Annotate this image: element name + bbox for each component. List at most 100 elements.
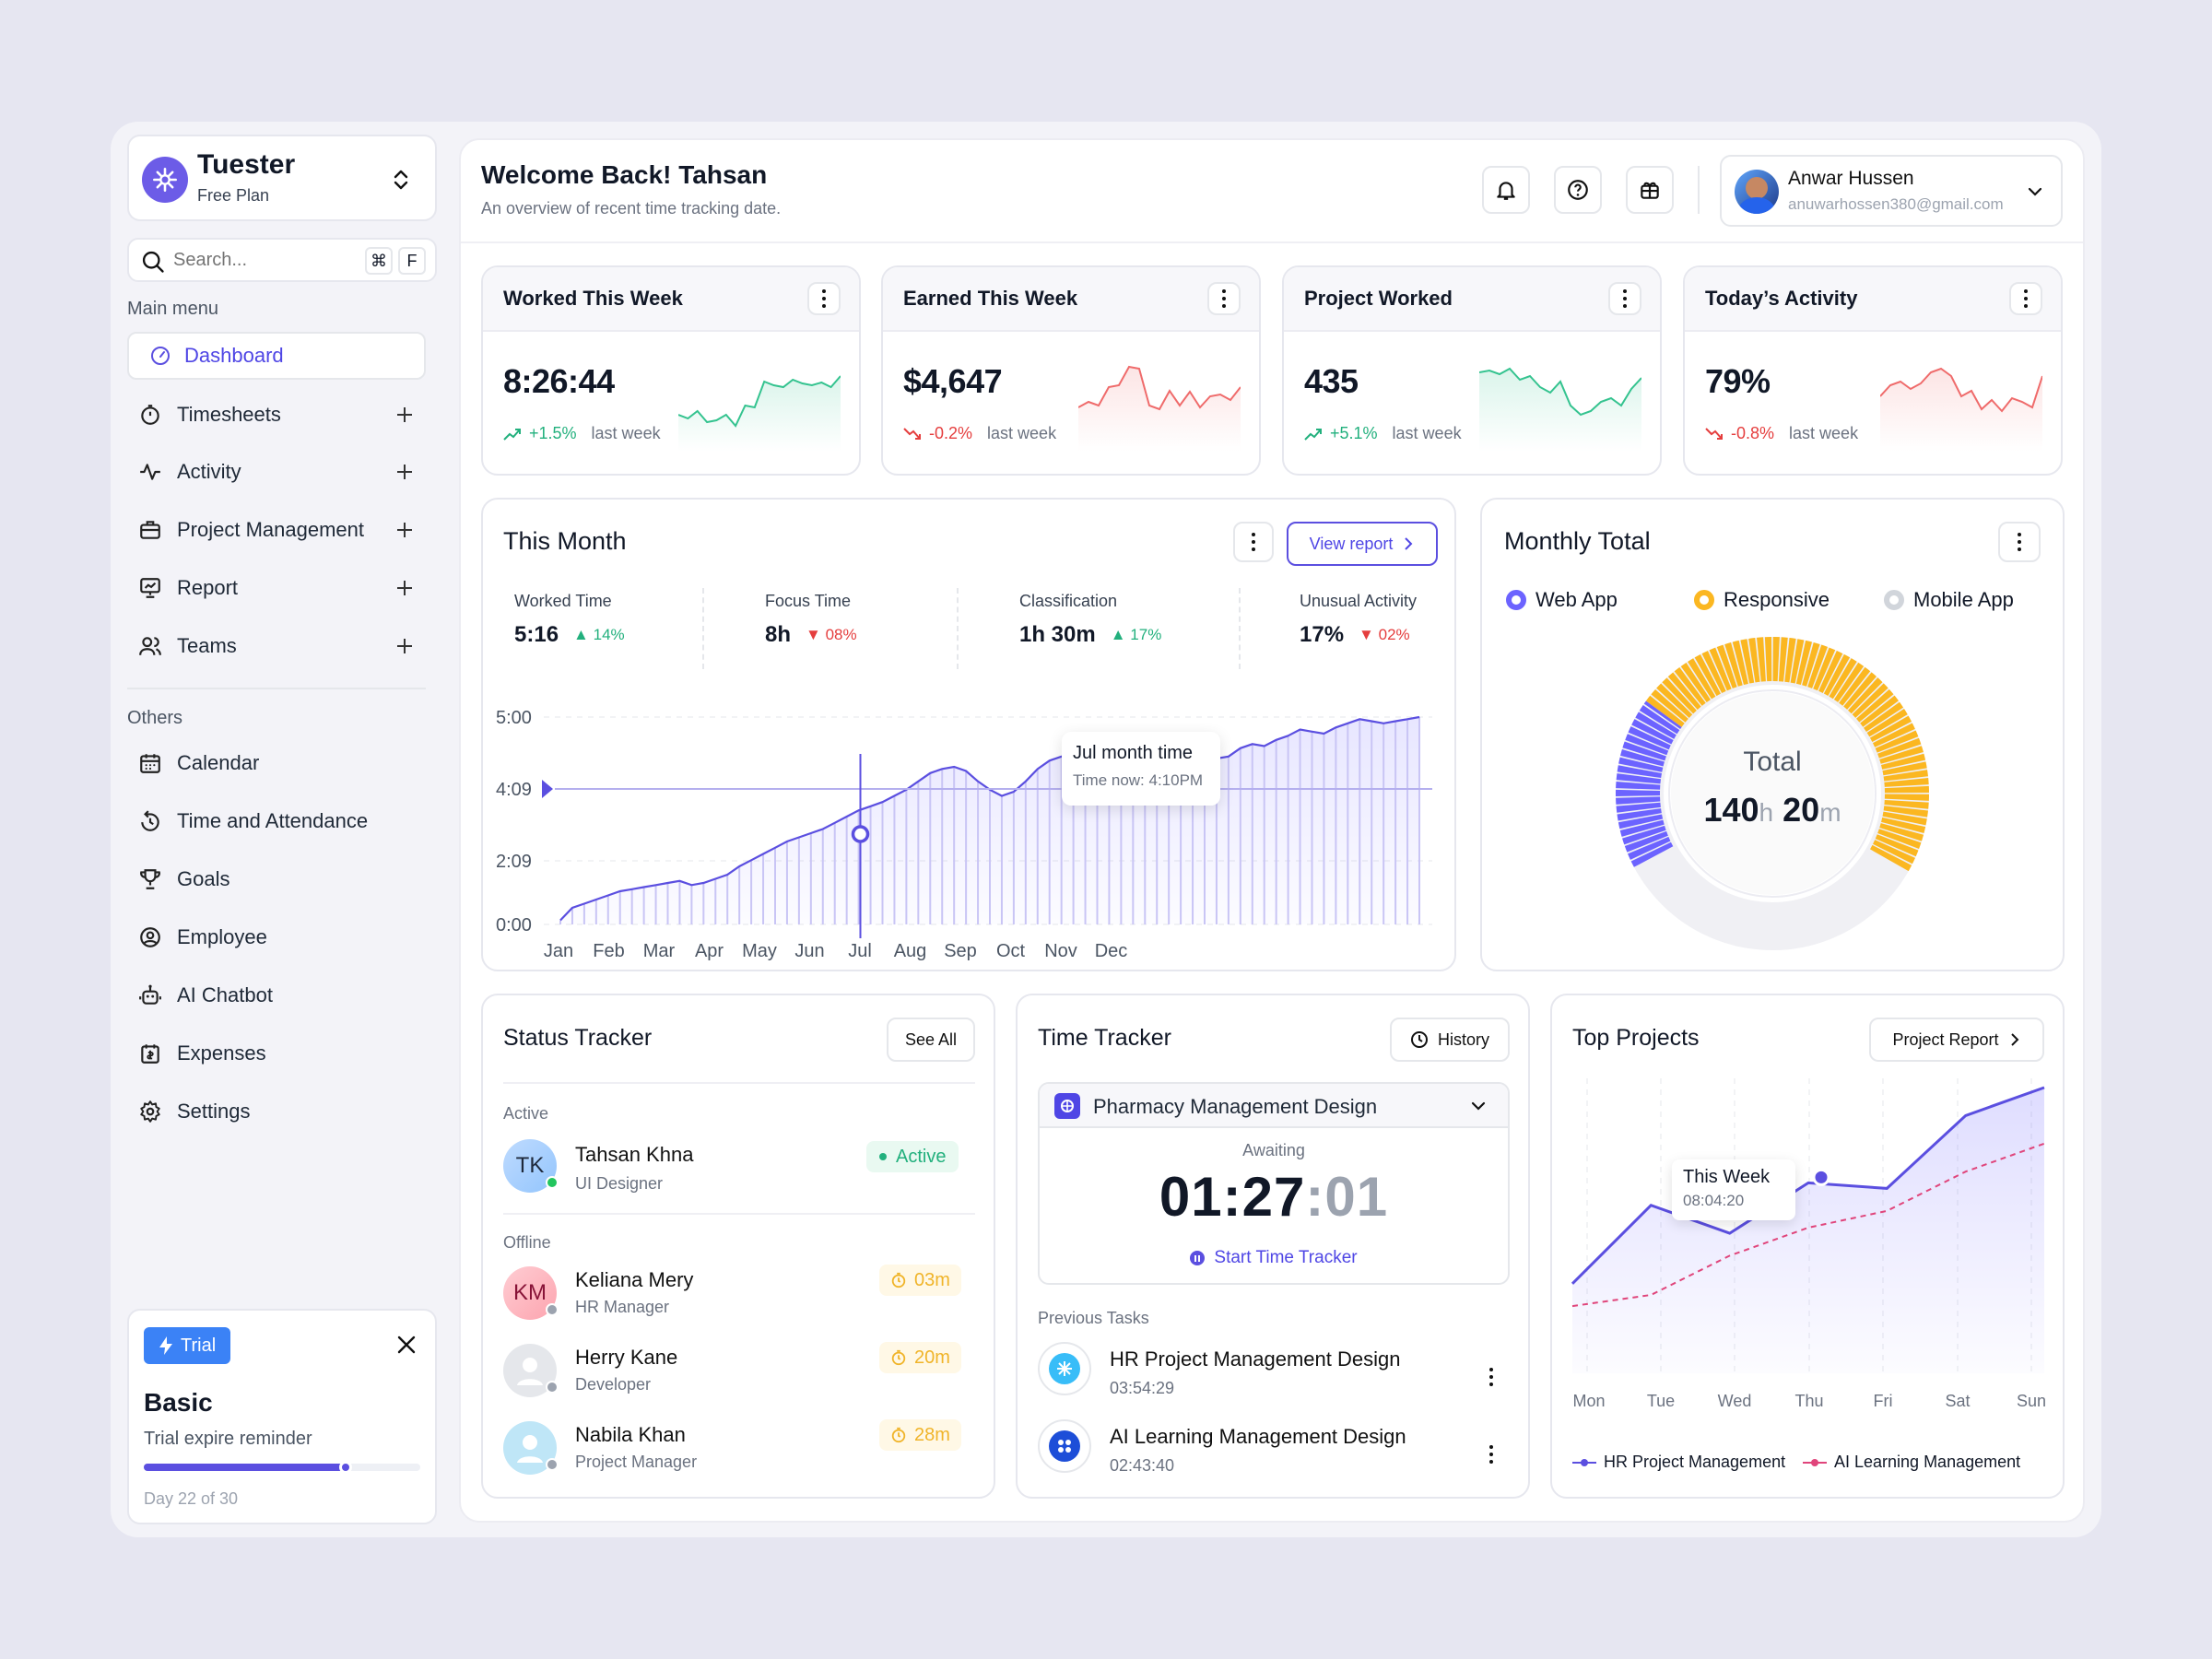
sidebar-item-activity[interactable]: Activity bbox=[136, 448, 424, 496]
sidebar-item-timesheets[interactable]: Timesheets bbox=[136, 391, 424, 439]
series-line-hr-project bbox=[1571, 1086, 2045, 1285]
donut-segment bbox=[1656, 683, 1693, 718]
timer-icon bbox=[891, 1349, 906, 1366]
metric-label: Focus Time bbox=[765, 592, 852, 610]
sidebar-item-teams[interactable]: Teams bbox=[136, 622, 424, 670]
plus-icon[interactable] bbox=[394, 462, 415, 482]
legend-responsive[interactable]: Responsive bbox=[1694, 588, 1830, 612]
more-icon[interactable] bbox=[1608, 282, 1641, 315]
donut-segment bbox=[1616, 773, 1662, 784]
sidebar-item-label: Project Management bbox=[177, 518, 364, 541]
see-all-button[interactable]: See All bbox=[887, 1018, 975, 1062]
x-tick-label: Jun bbox=[794, 941, 824, 961]
donut-segment bbox=[1839, 666, 1871, 706]
donut-segment bbox=[1616, 781, 1661, 790]
sparkline bbox=[1479, 367, 1641, 452]
sidebar-item-dashboard[interactable]: Dashboard bbox=[127, 332, 426, 380]
offline-section-label: Offline bbox=[503, 1233, 551, 1252]
avatar bbox=[1735, 170, 1779, 214]
sidebar-item-calendar[interactable]: Calendar bbox=[136, 739, 424, 787]
plus-icon[interactable] bbox=[394, 578, 415, 598]
sparkline-line bbox=[1880, 367, 2042, 413]
sidebar-item-label: AI Chatbot bbox=[177, 983, 273, 1006]
stat-card-earned: Earned This Week $4,647 -0.2% last week bbox=[881, 265, 1261, 476]
user-menu[interactable]: Anwar Hussen anuwarhossen380@gmail.com bbox=[1720, 155, 2063, 227]
x-tick-label: Sun bbox=[2017, 1392, 2046, 1410]
stat-title: Earned This Week bbox=[903, 287, 1078, 310]
donut-segment bbox=[1872, 723, 1915, 747]
time-tracker-card: Time Tracker History Pharmacy Management… bbox=[1016, 994, 1530, 1499]
project-report-label: Project Report bbox=[1892, 1030, 1999, 1049]
gift-icon bbox=[1641, 182, 1659, 199]
sidebar-item-employee[interactable]: Employee bbox=[136, 913, 424, 961]
chart-tooltip: This Week 08:04:20 bbox=[1672, 1159, 1795, 1220]
area-fill bbox=[1572, 1088, 2044, 1373]
metric-divider bbox=[702, 588, 704, 669]
x-tick-label: Wed bbox=[1718, 1392, 1752, 1410]
start-tracker-button[interactable]: Start Time Tracker bbox=[1040, 1248, 1508, 1268]
more-icon[interactable] bbox=[1207, 282, 1241, 315]
notifications-button[interactable] bbox=[1482, 166, 1530, 214]
timer-status: Awaiting bbox=[1242, 1141, 1305, 1159]
sidebar-item-ai-chatbot[interactable]: AI Chatbot bbox=[136, 971, 424, 1019]
avatar-initials: TK bbox=[515, 1153, 545, 1178]
plus-icon[interactable] bbox=[394, 405, 415, 425]
sidebar-item-settings[interactable]: Settings bbox=[136, 1088, 424, 1135]
donut-segment bbox=[1680, 662, 1711, 702]
pulse-icon bbox=[136, 458, 164, 486]
stat-change: -0.8% bbox=[1731, 424, 1775, 442]
minutes-unit: m bbox=[1819, 798, 1841, 827]
y-tick-label: 0:00 bbox=[496, 915, 532, 935]
close-icon[interactable] bbox=[396, 1335, 417, 1355]
task-more-icon[interactable] bbox=[1482, 1364, 1500, 1390]
search-input[interactable] bbox=[173, 247, 339, 273]
reference-marker-icon bbox=[542, 780, 553, 798]
donut-segment bbox=[1740, 639, 1755, 684]
sidebar-item-time-and-attendance[interactable]: Time and Attendance bbox=[136, 797, 424, 845]
trend-down-icon bbox=[1705, 427, 1723, 440]
sidebar-item-project-management[interactable]: Project Management bbox=[136, 506, 424, 554]
search-box[interactable]: ⌘ F bbox=[127, 238, 437, 282]
sparkline-area bbox=[678, 376, 841, 452]
task-more-icon[interactable] bbox=[1482, 1441, 1500, 1467]
more-icon[interactable] bbox=[1998, 522, 2041, 562]
donut-segment bbox=[1732, 640, 1748, 686]
view-report-button[interactable]: View report bbox=[1287, 522, 1438, 566]
gift-button[interactable] bbox=[1626, 166, 1674, 214]
donut-segment bbox=[1667, 672, 1701, 710]
user-placeholder-icon bbox=[517, 1435, 543, 1463]
plus-icon[interactable] bbox=[394, 520, 415, 540]
donut-segment bbox=[1848, 677, 1883, 714]
sidebar-item-label: Expenses bbox=[177, 1041, 266, 1065]
card-title: Top Projects bbox=[1572, 1025, 1700, 1051]
legend-web-app[interactable]: Web App bbox=[1506, 588, 1618, 612]
tooltip-subtitle: Time now: 4:10PM bbox=[1073, 771, 1204, 789]
radio-icon bbox=[1694, 590, 1714, 610]
metric-change-value: 02% bbox=[1378, 626, 1410, 643]
project-select[interactable]: Pharmacy Management Design bbox=[1040, 1084, 1508, 1128]
highlight-point bbox=[851, 825, 870, 843]
donut-segment bbox=[1852, 683, 1888, 718]
dashboard-icon bbox=[151, 347, 170, 365]
more-icon[interactable] bbox=[1233, 522, 1274, 562]
sparkline-line bbox=[1479, 367, 1641, 417]
more-icon[interactable] bbox=[2009, 282, 2042, 315]
sidebar-item-report[interactable]: Report bbox=[136, 564, 424, 612]
task-time: 02:43:40 bbox=[1110, 1456, 1175, 1475]
timer-icon bbox=[891, 1272, 906, 1288]
donut-segment bbox=[1617, 808, 1662, 821]
history-button[interactable]: History bbox=[1390, 1018, 1510, 1062]
project-report-button[interactable]: Project Report bbox=[1869, 1018, 2044, 1062]
legend-mobile-app[interactable]: Mobile App bbox=[1884, 588, 2014, 612]
donut-segment bbox=[1829, 658, 1857, 700]
question-icon bbox=[1568, 180, 1588, 200]
this-month-card: This Month View report Worked Time 5:16 ▲… bbox=[481, 498, 1456, 971]
sidebar-item-goals[interactable]: Goals bbox=[136, 855, 424, 903]
metric-label: Worked Time bbox=[514, 592, 612, 610]
sidebar-item-expenses[interactable]: Expenses bbox=[136, 1030, 424, 1077]
help-button[interactable] bbox=[1554, 166, 1602, 214]
plus-icon[interactable] bbox=[394, 636, 415, 656]
main-menu-label: Main menu bbox=[127, 299, 218, 319]
more-icon[interactable] bbox=[807, 282, 841, 315]
workspace-switcher[interactable]: Tuester Free Plan bbox=[127, 135, 437, 221]
